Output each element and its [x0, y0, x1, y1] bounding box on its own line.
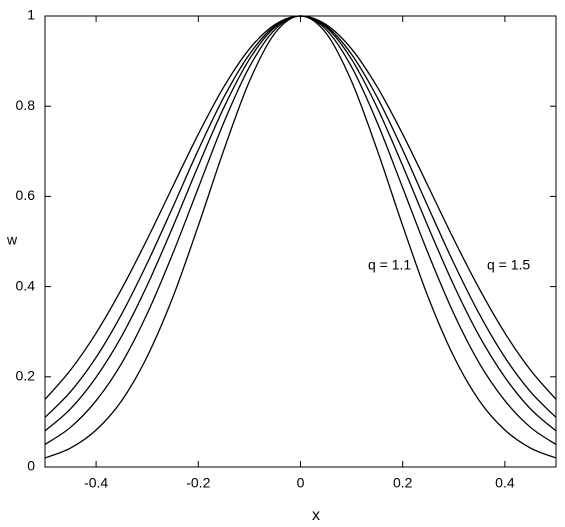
x-tick-label: -0.2	[186, 475, 210, 491]
y-tick-label: 0.4	[16, 277, 36, 293]
line-series	[44, 15, 557, 418]
line-series	[44, 15, 557, 432]
annotation: q = 1.5	[487, 257, 530, 273]
y-tick-label: 0.2	[16, 368, 36, 384]
y-tick-label: 0.6	[16, 187, 36, 203]
y-axis-label: w	[6, 232, 18, 248]
line-series	[44, 15, 557, 459]
x-tick-label: -0.4	[84, 475, 108, 491]
y-tick-label: 0.8	[16, 97, 36, 113]
line-series	[44, 15, 557, 445]
x-tick-label: 0	[297, 475, 305, 491]
plot-frame	[44, 15, 557, 468]
line-series	[44, 15, 557, 400]
x-axis-label: x	[312, 507, 320, 524]
y-tick-label: 1	[27, 7, 35, 23]
x-tick-label: 0.4	[495, 475, 515, 491]
x-tick-label: 0.2	[393, 475, 413, 491]
y-tick-label: 0	[27, 458, 35, 474]
annotation: q = 1.1	[368, 257, 411, 273]
